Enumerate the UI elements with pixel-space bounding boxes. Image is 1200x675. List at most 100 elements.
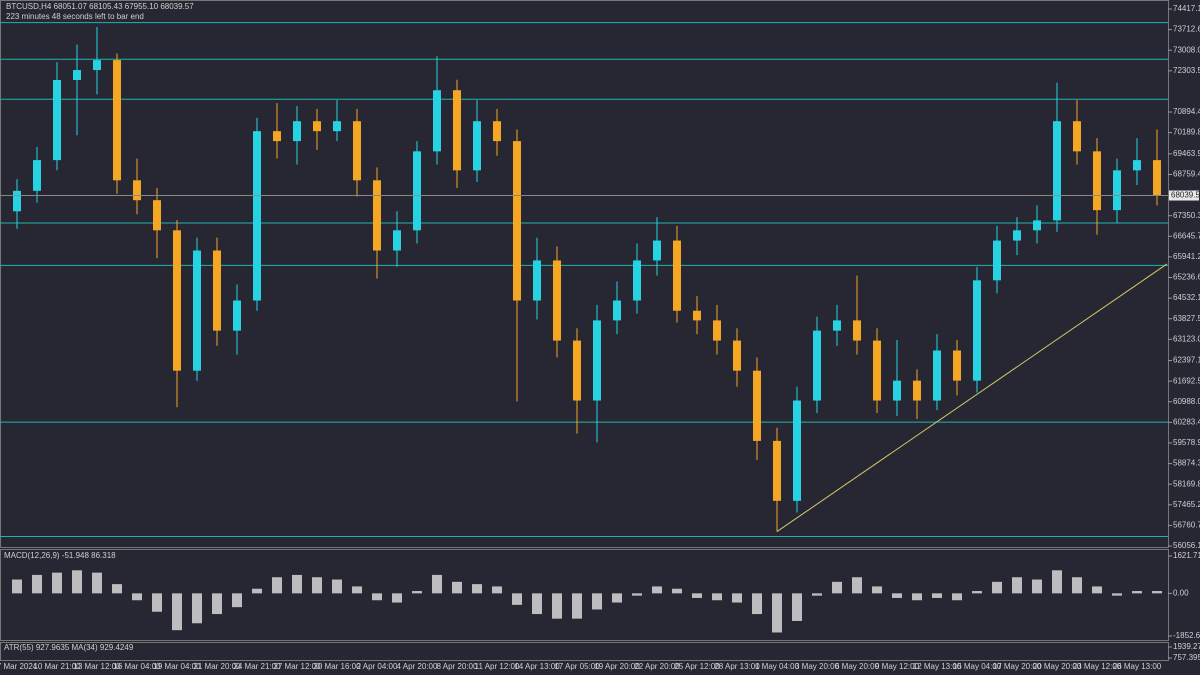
macd-bar [752, 593, 762, 615]
candle-body [913, 380, 921, 401]
x-tick-label: 20 May 20:00 [1033, 662, 1082, 671]
candle-body [113, 60, 121, 181]
y-tick-label: 58874.35 [1173, 459, 1200, 468]
y-tick-label: 67350.30 [1173, 211, 1200, 220]
candle-body [53, 79, 61, 161]
x-tick-label: 1 May 04:00 [755, 662, 800, 671]
macd-bar [332, 579, 342, 594]
y-tick-label: 73008.05 [1173, 45, 1200, 54]
x-tick-label: 28 Apr 13:00 [714, 662, 760, 671]
macd-bar [452, 581, 462, 594]
macd-bar [652, 586, 662, 594]
candle-body [813, 330, 821, 401]
x-tick-label: 3 May 20:00 [795, 662, 840, 671]
x-tick-label: 2 Apr 04:00 [357, 662, 398, 671]
candle-body [493, 121, 501, 142]
candle-body [393, 230, 401, 251]
y-tick-label: 65941.20 [1173, 252, 1200, 261]
macd-bar [372, 593, 382, 601]
y-tick-label: 66645.75 [1173, 231, 1200, 240]
candle-body [153, 200, 161, 231]
macd-bar [412, 591, 422, 594]
current-price-label: 68039.57 [1171, 191, 1200, 200]
macd-bar [832, 581, 842, 594]
candle-body [1033, 220, 1041, 231]
y-tick-label: 69463.95 [1173, 149, 1200, 158]
macd-panel [0, 549, 1169, 641]
candle-body [33, 160, 41, 191]
x-tick-label: 6 May 20:00 [835, 662, 880, 671]
y-tick-label: 60283.45 [1173, 417, 1200, 426]
y-tick-label: 63827.55 [1173, 314, 1200, 323]
candle-body [933, 350, 941, 401]
macd-bar [352, 586, 362, 594]
macd-bar [632, 593, 642, 596]
candle-body [333, 121, 341, 132]
x-tick-label: 17 Apr 05:00 [554, 662, 600, 671]
macd-bar [1072, 577, 1082, 594]
candle-body [373, 180, 381, 251]
candle-body [533, 260, 541, 301]
x-tick-label: 15 May 04:00 [953, 662, 1002, 671]
macd-bar [812, 593, 822, 596]
candle-body [353, 121, 361, 181]
macd-bar [432, 574, 442, 594]
macd-bar [972, 591, 982, 594]
candle-body [413, 151, 421, 231]
macd-bar [592, 593, 602, 610]
macd-bar [672, 588, 682, 594]
y-tick-label: 72303.50 [1173, 66, 1200, 75]
macd-bar [1112, 593, 1122, 596]
atr-panel [0, 642, 1169, 661]
candle-body [673, 240, 681, 311]
candle-body [893, 380, 901, 401]
y-tick-label: 70894.40 [1173, 107, 1200, 116]
macd-bar [12, 579, 22, 594]
macd-bar [852, 577, 862, 594]
x-tick-label: 27 Mar 12:00 [273, 662, 321, 671]
candle-body [1133, 160, 1141, 171]
symbol-header: BTCUSD,H4 68051.07 68105.43 67955.10 680… [6, 2, 194, 11]
x-tick-label: 16 Mar 04:00 [113, 662, 161, 671]
x-tick-label: 19 Apr 20:00 [594, 662, 640, 671]
x-tick-label: 4 Apr 20:00 [397, 662, 438, 671]
macd-bar [152, 593, 162, 612]
y-tick-label: 56056.15 [1173, 541, 1200, 550]
candle-body [193, 250, 201, 371]
x-tick-label: 21 Mar 20:00 [193, 662, 241, 671]
macd-bar [172, 593, 182, 631]
candle-body [993, 240, 1001, 281]
x-tick-label: 30 Mar 16:00 [313, 662, 361, 671]
macd-bar [292, 574, 302, 594]
x-tick-label: 23 May 12:00 [1073, 662, 1122, 671]
macd-bar [532, 593, 542, 615]
candle-body [733, 340, 741, 371]
candle-body [213, 250, 221, 331]
y-tick-label: 68759.40 [1173, 170, 1200, 179]
y-tick-label: 73712.60 [1173, 25, 1200, 34]
macd-bar [912, 593, 922, 601]
candle-body [1113, 170, 1121, 211]
y-tick-label: 62397.10 [1173, 356, 1200, 365]
candle-body [1053, 121, 1061, 221]
macd-bar [712, 593, 722, 601]
macd-bar [1012, 577, 1022, 594]
macd-title: MACD(12,26,9) -51.948 86.318 [4, 551, 116, 560]
macd-bar [1052, 570, 1062, 594]
candle-body [253, 131, 261, 301]
candle-body [653, 240, 661, 261]
macd-bar [112, 584, 122, 594]
x-tick-label: 17 May 20:00 [993, 662, 1042, 671]
atr-y-tick-label: 757.3951 [1173, 653, 1200, 662]
macd-bar [952, 593, 962, 601]
candle-body [693, 310, 701, 321]
main-panel [0, 0, 1169, 548]
macd-bar [692, 593, 702, 598]
y-tick-label: 60988.00 [1173, 397, 1200, 406]
macd-bar [92, 572, 102, 594]
macd-bar [232, 593, 242, 608]
macd-bar [932, 593, 942, 598]
x-tick-label: 13 Mar 12:00 [73, 662, 121, 671]
candle-body [1093, 151, 1101, 211]
